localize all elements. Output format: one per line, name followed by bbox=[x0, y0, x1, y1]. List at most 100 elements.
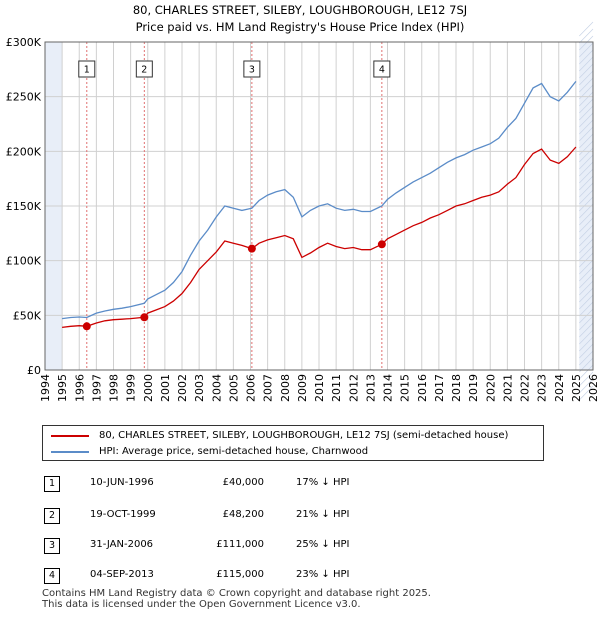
y-tick-label: £50K bbox=[13, 309, 42, 322]
hatch-line bbox=[579, 210, 594, 226]
hatch-line bbox=[579, 259, 594, 275]
legend-swatch-hpi bbox=[51, 451, 89, 453]
x-tick-label: 2016 bbox=[416, 374, 429, 402]
transaction-date: 19-OCT-1999 bbox=[90, 509, 156, 520]
x-tick-label: 2014 bbox=[382, 374, 395, 402]
transaction-number: 4 bbox=[44, 568, 60, 584]
hatch-line bbox=[579, 133, 594, 149]
hatch-line bbox=[579, 91, 594, 107]
legend-label-hpi: HPI: Average price, semi-detached house,… bbox=[99, 446, 369, 457]
chart-title-line2: Price paid vs. HM Land Registry's House … bbox=[135, 20, 465, 34]
x-tick-label: 2013 bbox=[364, 374, 377, 402]
sale-label: 3 bbox=[249, 65, 255, 76]
hatch-line bbox=[579, 196, 594, 212]
transaction-hpi-diff: 21% ↓ HPI bbox=[296, 509, 350, 520]
series-line-hpi bbox=[62, 80, 577, 320]
x-tick-label: 2000 bbox=[142, 374, 155, 402]
transaction-hpi-diff: 23% ↓ HPI bbox=[296, 569, 350, 580]
hatch-line bbox=[579, 329, 594, 345]
hatch-line bbox=[579, 119, 594, 135]
hatch-line bbox=[579, 28, 594, 44]
transaction-hpi-diff: 17% ↓ HPI bbox=[296, 477, 350, 488]
hatch-line bbox=[579, 238, 594, 254]
y-tick-label: £300K bbox=[6, 36, 42, 49]
hatch-line bbox=[579, 175, 594, 191]
x-tick-label: 2008 bbox=[279, 374, 292, 402]
x-tick-label: 2011 bbox=[330, 374, 343, 402]
x-tick-label: 2002 bbox=[176, 374, 189, 402]
hatch-line bbox=[579, 147, 594, 163]
legend-label-property: 80, CHARLES STREET, SILEBY, LOUGHBOROUGH… bbox=[99, 430, 509, 441]
hatch-line bbox=[579, 224, 594, 240]
transaction-row: 2 19-OCT-1999 £48,200 21% ↓ HPI bbox=[42, 508, 542, 526]
hatch-line bbox=[579, 245, 594, 261]
transaction-row: 3 31-JAN-2006 £111,000 25% ↓ HPI bbox=[42, 538, 542, 556]
hatch-line bbox=[579, 105, 594, 121]
x-tick-label: 2017 bbox=[433, 374, 446, 402]
hatch-line bbox=[579, 231, 594, 247]
x-tick-label: 2023 bbox=[536, 374, 549, 402]
transaction-price: £115,000 bbox=[216, 569, 264, 580]
x-tick-label: 2006 bbox=[245, 374, 258, 402]
hatch-line bbox=[579, 273, 594, 289]
y-tick-label: £150K bbox=[6, 200, 42, 213]
hatch-line bbox=[579, 63, 594, 79]
hatch-line bbox=[579, 308, 594, 324]
x-tick-label: 2001 bbox=[159, 374, 172, 402]
transaction-price: £48,200 bbox=[222, 509, 264, 520]
hatch-line bbox=[579, 35, 594, 51]
hatch-line bbox=[579, 252, 594, 268]
hatch-line bbox=[579, 154, 594, 170]
transaction-row: 4 04-SEP-2013 £115,000 23% ↓ HPI bbox=[42, 568, 542, 586]
hatch-line bbox=[579, 217, 594, 233]
x-tick-label: 1997 bbox=[90, 374, 103, 402]
sale-point bbox=[247, 244, 256, 253]
sale-point bbox=[140, 313, 149, 322]
footer-attribution: Contains HM Land Registry data © Crown c… bbox=[42, 588, 431, 610]
hatch-line bbox=[579, 336, 594, 352]
x-tick-label: 1995 bbox=[56, 374, 69, 402]
x-tick-label: 1996 bbox=[73, 374, 86, 402]
transaction-price: £111,000 bbox=[216, 539, 264, 550]
hatch-line bbox=[579, 378, 594, 394]
x-tick-label: 2009 bbox=[296, 374, 309, 402]
hatch-line bbox=[579, 385, 594, 401]
sale-label-box bbox=[373, 60, 391, 78]
hatch-line bbox=[579, 301, 594, 317]
y-tick-label: £200K bbox=[6, 145, 42, 158]
hatch-line bbox=[579, 371, 594, 387]
footer-line1: Contains HM Land Registry data © Crown c… bbox=[42, 588, 431, 599]
hatch-line bbox=[579, 322, 594, 338]
sale-point bbox=[377, 240, 386, 249]
sale-label: 2 bbox=[141, 65, 147, 76]
x-tick-label: 2015 bbox=[399, 374, 412, 402]
price-chart: 1 2 3 4 £0 £50K £100K £150K £200K £250K £300K 1994 1… bbox=[6, 21, 600, 402]
x-tick-label: 2019 bbox=[467, 374, 480, 402]
hatch-line bbox=[579, 343, 594, 359]
hatch-line bbox=[579, 21, 594, 37]
hatch-line bbox=[579, 280, 594, 296]
hatch-line bbox=[579, 350, 594, 366]
series-line-property bbox=[62, 146, 577, 329]
y-tick-label: £250K bbox=[6, 91, 42, 104]
hatch-line bbox=[579, 266, 594, 282]
transaction-number: 3 bbox=[44, 538, 60, 554]
y-tick-label: £100K bbox=[6, 255, 42, 268]
footer-line2: This data is licensed under the Open Gov… bbox=[42, 599, 361, 610]
transaction-date: 04-SEP-2013 bbox=[90, 569, 154, 580]
x-tick-label: 2004 bbox=[210, 374, 223, 402]
y-tick-label: £0 bbox=[27, 364, 41, 377]
transaction-date: 10-JUN-1996 bbox=[90, 477, 154, 488]
x-tick-label: 2003 bbox=[193, 374, 206, 402]
x-tick-label: 2021 bbox=[501, 374, 514, 402]
hatch-line bbox=[579, 56, 594, 72]
chart-title-line1: 80, CHARLES STREET, SILEBY, LOUGHBOROUGH… bbox=[132, 3, 468, 17]
hatch-line bbox=[579, 294, 594, 310]
hatch-line bbox=[579, 315, 594, 331]
sale-label: 4 bbox=[379, 65, 385, 76]
hatch-line bbox=[579, 182, 594, 198]
x-tick-label: 2010 bbox=[313, 374, 326, 402]
x-tick-label: 2026 bbox=[587, 374, 600, 402]
legend-swatch-property bbox=[51, 435, 89, 437]
hatch-line bbox=[579, 287, 594, 303]
